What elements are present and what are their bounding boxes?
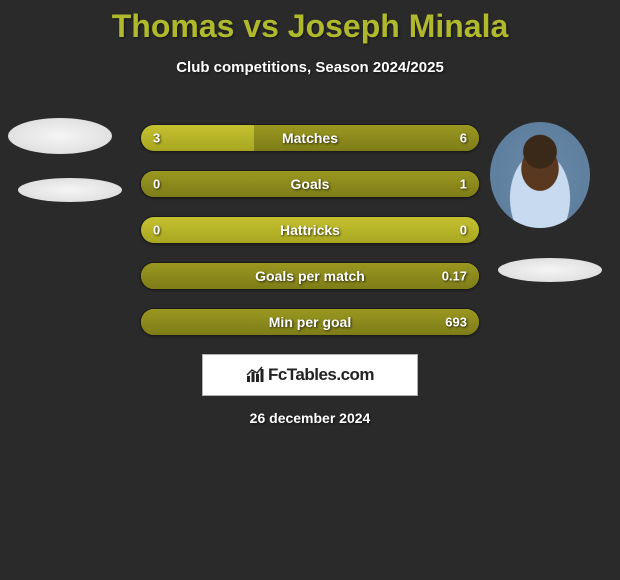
stat-right-value: 1	[460, 177, 467, 192]
stat-row-hattricks: 0 Hattricks 0	[140, 216, 480, 244]
stat-label: Goals per match	[255, 268, 365, 284]
stat-right-value: 693	[445, 315, 467, 330]
footer-date: 26 december 2024	[250, 410, 371, 426]
brand-text: FcTables.com	[268, 365, 374, 385]
stat-label: Hattricks	[280, 222, 340, 238]
stat-bars: 3 Matches 6 0 Goals 1 0 Hattricks 0 Goal…	[140, 124, 480, 354]
stat-right-value: 0.17	[442, 269, 467, 284]
stat-row-min-per-goal: Min per goal 693	[140, 308, 480, 336]
comparison-subtitle: Club competitions, Season 2024/2025	[0, 59, 620, 76]
stat-label: Matches	[282, 130, 338, 146]
stat-label: Min per goal	[269, 314, 351, 330]
avatar-face	[490, 122, 590, 228]
stat-label: Goals	[291, 176, 330, 192]
stat-row-goals: 0 Goals 1	[140, 170, 480, 198]
stat-row-matches: 3 Matches 6	[140, 124, 480, 152]
chart-bars-icon	[246, 366, 264, 384]
stat-left-value: 0	[153, 177, 160, 192]
stat-row-goals-per-match: Goals per match 0.17	[140, 262, 480, 290]
stat-left-value: 0	[153, 223, 160, 238]
stat-left-value: 3	[153, 131, 160, 146]
stat-right-value: 6	[460, 131, 467, 146]
stat-right-value: 0	[460, 223, 467, 238]
player-left-team-badge	[18, 178, 122, 202]
comparison-title: Thomas vs Joseph Minala	[0, 0, 620, 45]
brand-badge[interactable]: FcTables.com	[202, 354, 418, 396]
player-right-team-badge	[498, 258, 602, 282]
player-left-avatar	[8, 118, 112, 154]
player-right-avatar	[490, 122, 590, 228]
